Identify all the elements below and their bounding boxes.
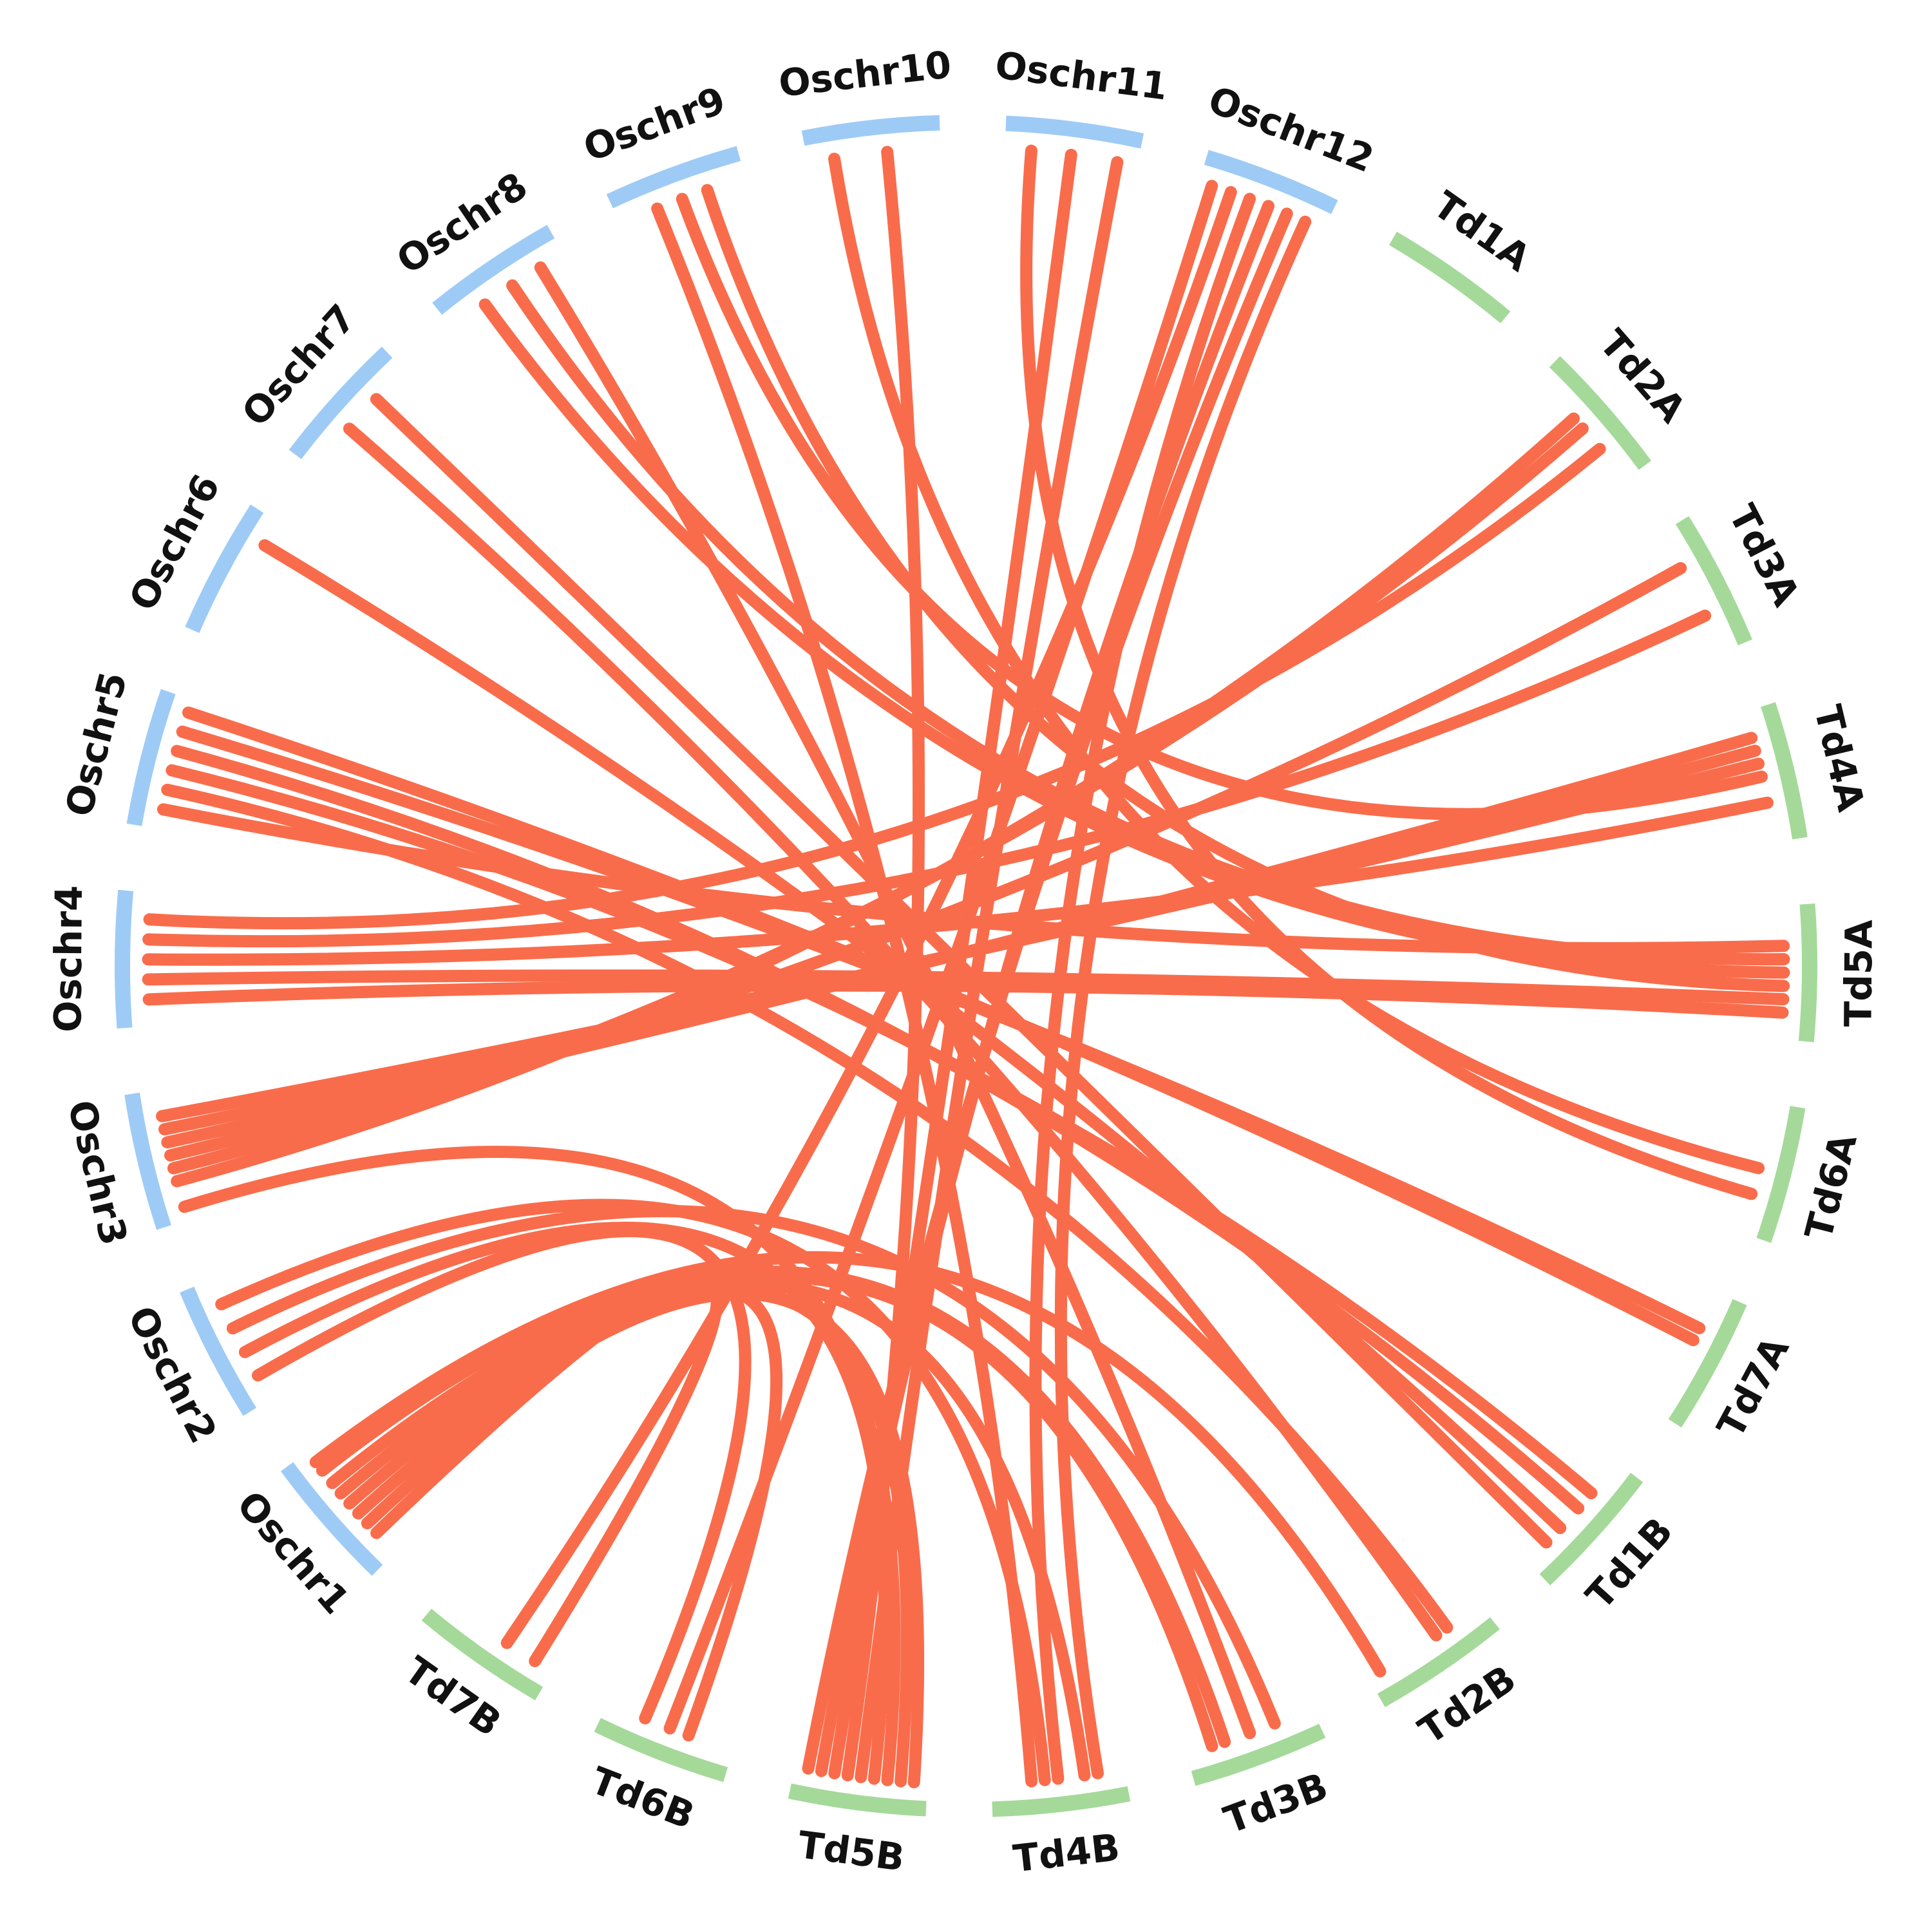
- synteny-link-7: [316, 1265, 1231, 1748]
- chromosome-label-oschr4: Oschr4: [46, 885, 91, 1032]
- ideogram-arc-oschr5: [126, 689, 176, 826]
- chromosome-label-td5b: Td5B: [795, 1823, 907, 1880]
- chromosome-label-td5a: Td5A: [1836, 920, 1880, 1027]
- ideogram-arc-oschr4: [115, 889, 134, 1029]
- ideogram-arc-td5b: [788, 1783, 927, 1817]
- links-layer: [142, 144, 1790, 1788]
- chromosome-label-oschr11: Oschr11: [992, 43, 1170, 109]
- synteny-link-4: [343, 1283, 913, 1788]
- ideogram-arc-oschr11: [1005, 115, 1144, 149]
- chromosome-label-oschr3: Oschr3: [59, 1096, 136, 1249]
- ideogram-arc-td3a: [1675, 516, 1752, 646]
- ideogram-arc-oschr7: [289, 346, 393, 459]
- synteny-link-42: [1020, 144, 1758, 1200]
- ideogram-arc-oschr9: [606, 146, 741, 209]
- ideogram-arc-td4b: [992, 1786, 1131, 1817]
- chromosome-label-td3a: Td3A: [1720, 498, 1808, 613]
- ideogram-arc-oschr6: [185, 504, 264, 633]
- ideogram-arc-td5a: [1798, 903, 1817, 1043]
- synteny-link-37: [651, 202, 1038, 1788]
- chromosome-label-oschr7: Oschr7: [233, 296, 364, 435]
- synteny-link-32: [343, 422, 1443, 1642]
- ideogram-arc-td6a: [1756, 1106, 1806, 1243]
- ideogram-arc-oschr8: [432, 225, 555, 315]
- chromosome-label-td4a: Td4A: [1806, 701, 1873, 816]
- synteny-link-49: [802, 207, 1293, 1775]
- synteny-link-50: [1054, 215, 1312, 1779]
- chromosome-label-oschr5: Oschr5: [57, 667, 135, 820]
- synteny-link-20: [142, 979, 1789, 1019]
- ideogram-arc-oschr10: [801, 115, 940, 146]
- chromosome-label-oschr1: Oschr1: [228, 1482, 357, 1622]
- synteny-link-44: [855, 156, 1124, 1783]
- synteny-link-10: [238, 1221, 891, 1785]
- synteny-link-40: [828, 153, 1765, 1175]
- ideogram-arc-td2b: [1377, 1617, 1500, 1707]
- ideogram-arc-td3b: [1191, 1723, 1326, 1786]
- synteny-link-9: [252, 1225, 752, 1725]
- chromosome-label-td6a: Td6A: [1797, 1129, 1866, 1244]
- ideogram-arc-td6b: [594, 1718, 728, 1783]
- ideogram-arc-td7a: [1668, 1299, 1747, 1428]
- synteny-link-47: [1029, 193, 1256, 1785]
- ideogram-arc-oschr12: [1204, 149, 1338, 214]
- synteny-link-45: [663, 180, 1218, 1735]
- chromosome-label-td4b: Td4B: [1011, 1825, 1122, 1880]
- ideogram-arc-oschr3: [124, 1092, 171, 1230]
- chromosome-label-oschr10: Oschr10: [777, 43, 954, 106]
- chromosome-label-oschr8: Oschr8: [389, 164, 535, 283]
- ideogram-arc-oschr2: [180, 1286, 257, 1416]
- ideogram-arc-td1b: [1539, 1473, 1643, 1586]
- ideogram-arc-td7b: [421, 1608, 544, 1701]
- chromosome-label-td6b: Td6B: [585, 1758, 701, 1837]
- ideogram-arc-td4a: [1761, 702, 1808, 840]
- ideogram-arc-oschr1: [280, 1462, 383, 1576]
- synteny-link-36: [534, 261, 1256, 1739]
- ideogram-arc-td1a: [1388, 231, 1511, 324]
- ideogram-arc-td2a: [1549, 356, 1652, 470]
- synteny-link-46: [500, 185, 1237, 1649]
- chromosome-label-td3b: Td3B: [1218, 1764, 1334, 1842]
- ideogram-layer: [115, 115, 1817, 1817]
